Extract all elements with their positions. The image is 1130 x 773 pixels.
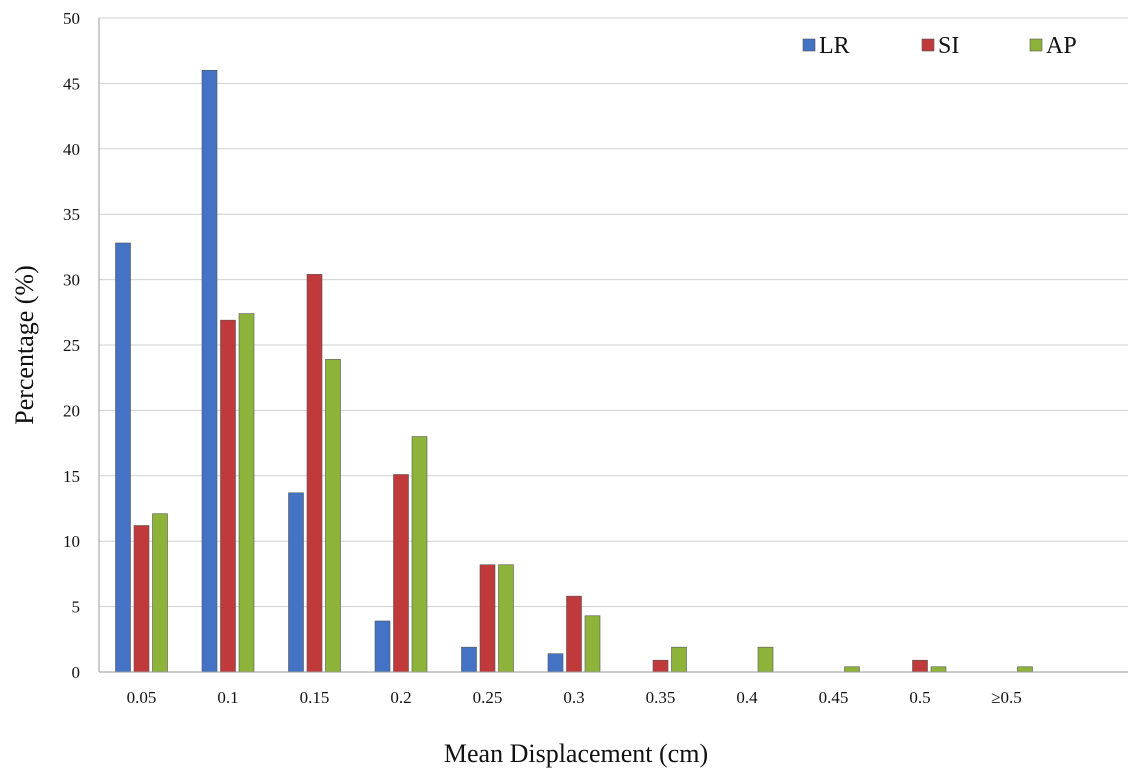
x-tick-label: 0.45 xyxy=(819,688,849,707)
y-tick-label: 45 xyxy=(63,74,80,93)
y-tick-label: 10 xyxy=(63,532,80,551)
bar-lr-0 xyxy=(115,242,131,673)
bar-si-2 xyxy=(306,274,323,673)
y-tick-label: 20 xyxy=(63,401,80,420)
legend-swatch-lr xyxy=(802,38,816,52)
bar-si-3 xyxy=(393,474,409,673)
bar-ap-6 xyxy=(671,646,687,673)
legend-swatch-si xyxy=(921,38,935,52)
bar-lr-3 xyxy=(374,620,391,673)
bar-si-6 xyxy=(652,659,669,673)
bar-lr-5 xyxy=(547,653,564,673)
bar-lr-1 xyxy=(201,70,218,673)
x-tick-label: 0.1 xyxy=(217,688,238,707)
y-tick-label: 5 xyxy=(72,598,81,617)
bar-ap-4 xyxy=(498,564,514,673)
y-tick-label: 50 xyxy=(63,9,80,28)
bar-lr-4 xyxy=(461,646,477,673)
legend-label-ap: AP xyxy=(1046,33,1077,59)
gridlines xyxy=(99,17,1128,608)
y-tick-label: 35 xyxy=(63,205,80,224)
legend-swatch-ap xyxy=(1029,38,1043,52)
y-axis-title: Percentage (%) xyxy=(10,265,39,425)
bar-ap-10 xyxy=(1017,666,1033,673)
y-tick-label: 25 xyxy=(63,336,80,355)
x-tick-label: 0.35 xyxy=(646,688,676,707)
y-tick-label: 30 xyxy=(63,271,80,290)
x-tick-label: ≥0.5 xyxy=(991,688,1022,707)
x-tick-label: 0.5 xyxy=(909,688,930,707)
axes: 0 5 10 15 20 25 30 35 40 45 50 0.05 0.1 0.15 0.2 0.25 0.… xyxy=(63,9,1128,707)
x-axis-title: Mean Displacement (cm) xyxy=(444,739,708,768)
bar-ap-2 xyxy=(325,359,341,673)
x-tick-label: 0.4 xyxy=(736,688,758,707)
bar-ap-1 xyxy=(238,313,255,673)
bar-ap-3 xyxy=(411,436,428,673)
x-tick-label: 0.15 xyxy=(300,688,330,707)
bar-ap-5 xyxy=(584,615,601,673)
bar-lr-2 xyxy=(288,492,304,673)
bar-ap-7 xyxy=(757,646,774,673)
legend-label-si: SI xyxy=(938,33,959,59)
bar-si-4 xyxy=(479,564,496,673)
y-tick-label: 0 xyxy=(72,663,81,682)
bar-si-5 xyxy=(566,595,582,673)
legend: LR SI AP xyxy=(802,33,1077,59)
bar-si-1 xyxy=(220,319,236,673)
y-tick-label: 15 xyxy=(63,467,80,486)
legend-label-lr: LR xyxy=(819,33,850,59)
y-tick-label: 40 xyxy=(63,140,80,159)
bar-si-0 xyxy=(133,525,150,673)
x-tick-label: 0.3 xyxy=(563,688,584,707)
x-tick-label: 0.05 xyxy=(127,688,157,707)
bar-ap-0 xyxy=(152,513,168,673)
x-tick-label: 0.25 xyxy=(473,688,503,707)
x-tick-label: 0.2 xyxy=(390,688,411,707)
bar-ap-8 xyxy=(844,666,860,673)
bar-si-9 xyxy=(912,659,928,673)
bar-ap-9 xyxy=(930,666,947,673)
bars xyxy=(115,70,1033,673)
